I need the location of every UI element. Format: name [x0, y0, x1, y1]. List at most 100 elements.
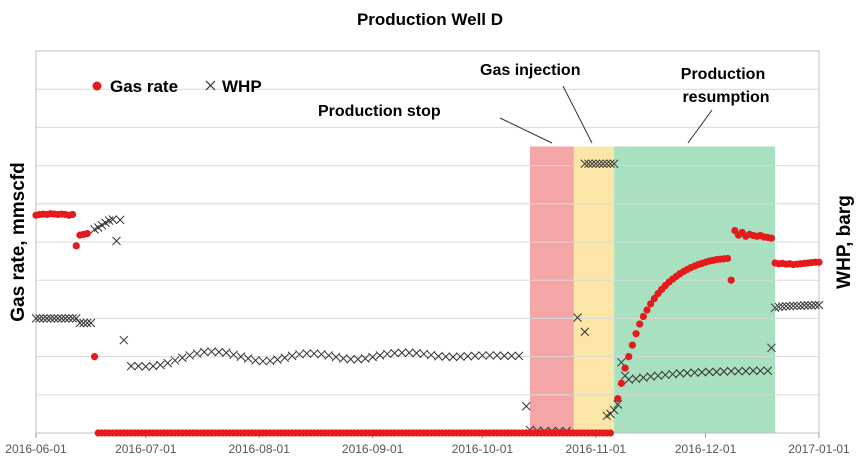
whp-point: [42, 314, 52, 323]
whp-point: [412, 348, 421, 358]
gas-rate-point: [643, 306, 651, 314]
band-2: [614, 146, 776, 433]
whp-point: [49, 314, 59, 323]
x-tick-label: 2017-01-01: [788, 442, 850, 456]
x-tick-label: 2016-09-01: [342, 442, 404, 456]
legend-gas-label: Gas rate: [110, 77, 178, 96]
whp-point: [112, 236, 121, 246]
whp-point: [71, 314, 81, 323]
whp-point: [719, 367, 729, 376]
whp-point: [434, 351, 443, 361]
whp-point: [767, 343, 776, 353]
whp-point: [163, 358, 173, 368]
whp-point: [148, 361, 158, 371]
gas-rate-point: [625, 353, 633, 361]
whp-point: [456, 352, 465, 361]
whp-point: [53, 314, 63, 323]
whp-point: [796, 301, 806, 311]
whp-point: [31, 314, 41, 323]
whp-point: [748, 366, 758, 376]
whp-point: [86, 318, 96, 328]
annotations: Production stop Gas injection Production…: [318, 62, 770, 144]
whp-point: [646, 372, 656, 381]
whp-point: [521, 401, 531, 411]
whp-point: [485, 351, 495, 360]
whp-point: [302, 349, 312, 358]
whp-point: [789, 301, 798, 311]
whp-point: [653, 371, 663, 381]
whp-point: [185, 351, 195, 360]
gas-rate-point: [723, 254, 732, 263]
y-axis-label-left: Gas rate, mmscfd: [8, 162, 29, 321]
x-tick-label: 2016-12-01: [675, 442, 737, 456]
whp-point: [690, 368, 699, 377]
whp-point: [119, 335, 129, 345]
annot-leader-stop: [499, 117, 553, 144]
whp-point: [609, 159, 619, 169]
annot-leader-injection: [562, 85, 593, 144]
gas-rate-point: [815, 258, 823, 266]
whp-point: [178, 353, 187, 363]
whp-point: [697, 367, 707, 377]
whp-point: [682, 368, 692, 378]
band-0: [529, 146, 574, 433]
gas-rate-point: [90, 353, 99, 361]
whp-point: [192, 349, 202, 358]
whp-point: [273, 355, 282, 365]
whp-point: [82, 318, 92, 328]
whp-point: [478, 351, 487, 360]
whp-point: [639, 373, 648, 382]
whp-point: [207, 347, 216, 356]
gas-rate-point: [68, 210, 77, 219]
whp-point: [774, 302, 784, 312]
series-gas-rate: [32, 210, 823, 437]
whp-point: [404, 348, 414, 358]
series-whp: [31, 159, 824, 436]
gas-rate-point: [606, 429, 615, 437]
whp-point: [134, 361, 143, 371]
whp-point: [624, 375, 634, 384]
whp-point: [800, 301, 809, 310]
x-axis-ticks: 2016-06-01 2016-07-01 2016-08-01 2016-09-01…: [5, 433, 850, 456]
whp-point: [807, 301, 817, 310]
annot-leader-resumption: [687, 109, 713, 144]
gas-rate-point: [639, 312, 647, 321]
whp-point: [499, 351, 509, 361]
gas-rate-point: [621, 364, 629, 372]
whp-point: [734, 366, 743, 376]
whp-point: [221, 348, 231, 358]
whp-point: [441, 352, 451, 361]
annot-production-stop: Production stop: [318, 103, 441, 120]
whp-point: [229, 350, 238, 360]
legend-gas-marker: [92, 81, 102, 91]
whp-point: [382, 349, 392, 359]
band-1: [573, 146, 615, 433]
x-tick-label: 2016-11-01: [566, 442, 627, 456]
whp-point: [712, 367, 721, 377]
whp-point: [170, 356, 180, 365]
whp-point: [448, 352, 458, 362]
whp-point: [46, 314, 55, 323]
whp-point: [375, 351, 385, 360]
whp-point: [507, 351, 517, 361]
whp-point: [141, 362, 151, 371]
legend: Gas rate WHP: [92, 77, 262, 96]
whp-point: [580, 327, 590, 337]
whp-point: [675, 369, 685, 378]
annotation-bands: [529, 146, 776, 433]
whp-point: [598, 159, 608, 169]
whp-point: [265, 356, 275, 366]
whp-point: [126, 361, 136, 371]
x-tick-label: 2016-08-01: [228, 442, 290, 456]
whp-point: [704, 367, 714, 377]
whp-point: [803, 301, 813, 310]
whp-point: [243, 354, 253, 363]
whp-point: [606, 159, 615, 169]
whp-point: [631, 374, 641, 384]
gas-rate-point: [727, 276, 735, 284]
legend-whp-label: WHP: [222, 77, 262, 96]
x-tick-label: 2016-07-01: [115, 442, 177, 456]
gas-rate-point: [632, 330, 640, 338]
gas-rate-point: [767, 234, 776, 242]
